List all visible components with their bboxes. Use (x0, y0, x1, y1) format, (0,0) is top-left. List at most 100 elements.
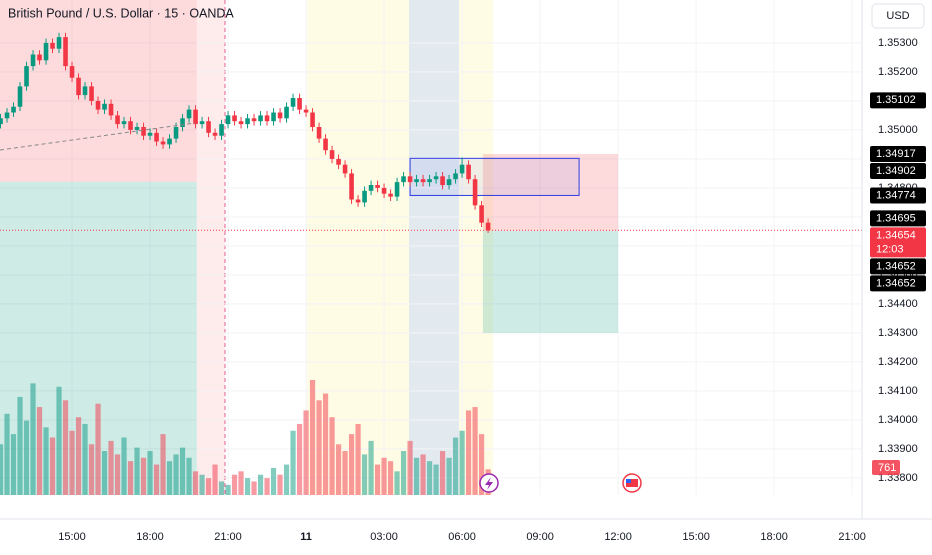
volume-bar (472, 407, 478, 495)
volume-bar (452, 437, 459, 495)
volume-bar (322, 393, 329, 495)
volume-bar (23, 420, 30, 495)
volume-bar (342, 451, 348, 495)
volume-bar (387, 461, 394, 495)
candle-body (362, 190, 367, 203)
candle-body (329, 150, 335, 159)
volume-bar (95, 403, 101, 495)
price-marker-label: 1.34652 (876, 260, 916, 272)
candle-body (206, 121, 211, 133)
volume-bar (270, 467, 277, 495)
volume-bar (407, 440, 413, 495)
volume-bar (134, 447, 140, 495)
candle-body (479, 205, 484, 223)
candle-body (427, 179, 432, 183)
volume-bar (88, 444, 95, 495)
volume-bar (108, 440, 114, 495)
candle-body (56, 37, 62, 49)
volume-bar (394, 471, 400, 495)
candle-body (446, 179, 452, 186)
candle-body (128, 121, 133, 130)
session-band (307, 0, 409, 495)
price-marker-label: 1.34695 (876, 212, 916, 224)
candle-body (121, 121, 127, 125)
candle-body (173, 127, 179, 139)
price-marker-label: 1.35102 (876, 94, 916, 106)
y-tick-label: 1.35300 (878, 37, 918, 49)
y-tick-label: 1.35000 (878, 124, 918, 136)
volume-bar (173, 454, 179, 495)
price-marker-label: 1.34652 (876, 277, 916, 289)
volume-bar (309, 380, 316, 495)
x-tick-label: 21:00 (214, 531, 242, 543)
volume-bar (238, 471, 244, 495)
flag-icon[interactable] (622, 473, 642, 493)
candle-body (50, 42, 55, 49)
candle-body (43, 42, 49, 61)
candle-body (290, 98, 296, 107)
candle-body (349, 173, 354, 200)
candle-body (342, 164, 348, 174)
candle-body (459, 164, 465, 174)
candle-body (167, 138, 172, 145)
currency[interactable]: USD (886, 10, 909, 22)
volume-bar (114, 454, 121, 495)
volume-bar (225, 484, 231, 495)
session-band (197, 0, 225, 495)
candle-body (147, 132, 153, 136)
candle-body (30, 54, 36, 67)
volume-bar (101, 451, 108, 495)
volume-bar (374, 464, 381, 495)
candle-body (303, 109, 309, 113)
volume-bar (335, 444, 342, 495)
volume-bar (348, 434, 355, 495)
candle-body (95, 100, 101, 110)
candle-body (193, 109, 198, 125)
candle-body (336, 158, 341, 165)
volume-bar (303, 410, 309, 495)
price-marker (870, 210, 926, 227)
x-tick-label: 12:00 (604, 531, 632, 543)
candle-body (82, 86, 88, 96)
price-marker (870, 258, 926, 275)
candle-body (440, 176, 445, 186)
volume-bar (192, 471, 199, 495)
candle-body (232, 115, 237, 122)
volume-bar (186, 457, 192, 495)
candle-body (0, 118, 3, 125)
session-band (409, 0, 459, 495)
volume-bar (212, 464, 218, 495)
volume-bar (277, 474, 283, 495)
candle-body (375, 185, 380, 188)
volume-bar (0, 444, 4, 495)
volume-bar (361, 454, 368, 495)
event-icon[interactable] (479, 473, 499, 493)
price-marker (870, 187, 926, 204)
price-marker-label: 1.34654 (876, 229, 916, 241)
volume-bar (231, 474, 238, 495)
candle-body (69, 66, 75, 78)
candle-body (245, 118, 250, 125)
volume-bar (316, 400, 322, 495)
candle-body (407, 176, 413, 183)
volume-bar (153, 464, 160, 495)
volume-bar (413, 457, 420, 495)
x-tick-label: 21:00 (838, 531, 866, 543)
volume-bar (439, 451, 446, 495)
candle-body (453, 173, 458, 180)
candle-body (24, 66, 29, 87)
trend-line (0, 122, 196, 151)
volume-bar (43, 427, 49, 495)
candle-body (271, 112, 276, 122)
candle-body (368, 185, 374, 191)
volume-bar (30, 383, 36, 495)
volume-bar (4, 413, 10, 495)
currency-button[interactable] (871, 3, 925, 29)
volume-bar (465, 410, 472, 495)
volume-bar (179, 447, 186, 495)
candle-body (186, 109, 192, 119)
candle-body (199, 121, 205, 125)
candle-body (264, 115, 270, 122)
candle-body (466, 164, 471, 180)
